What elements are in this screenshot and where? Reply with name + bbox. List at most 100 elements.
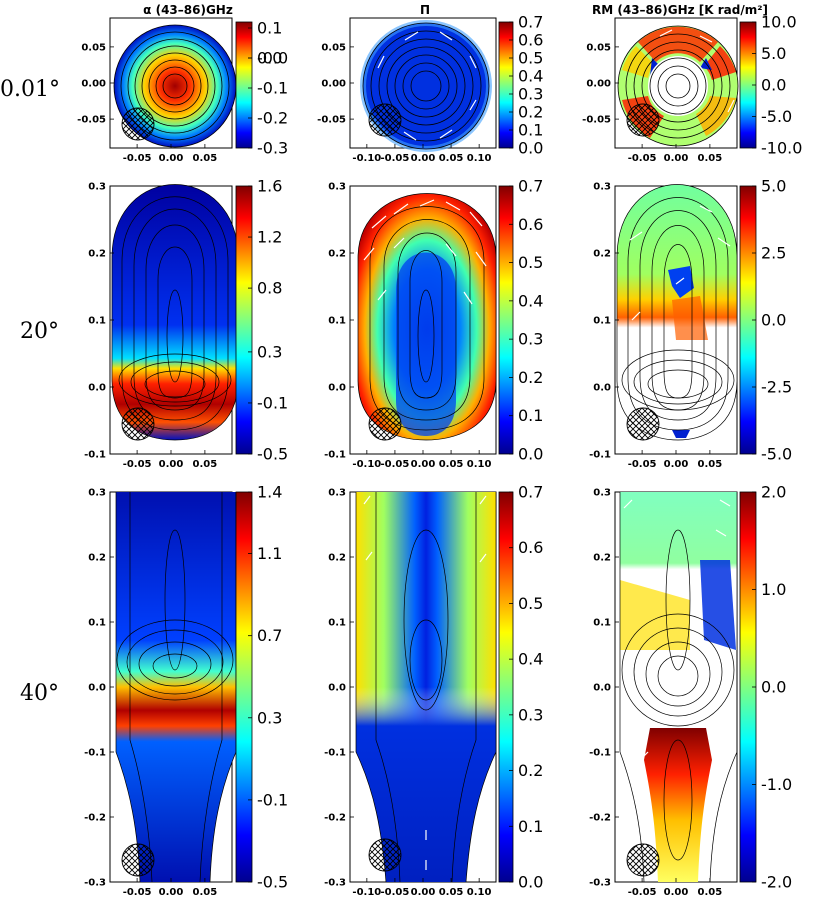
colorbar-tick-label: -0.5 [257,873,288,892]
y-tick-label: 0.00 [81,79,106,90]
y-tick-label: 0.1 [88,316,106,327]
y-tick-label: -0.1 [84,450,106,461]
x-tick-label: 0.00 [664,153,689,164]
y-tick-label: 0.1 [593,618,611,629]
colorbar-tick-label: 0.5 [518,594,543,613]
x-tick-label: -0.10 [352,459,381,470]
x-tick-label: -0.05 [628,887,657,898]
y-tick-label: 0.00 [586,79,611,90]
y-tick-label: 0.2 [593,249,611,260]
x-tick-label: 0.00 [664,887,689,898]
y-tick-label: 0.0 [328,383,346,394]
y-tick-label: 0.0 [88,383,106,394]
x-tick-label: 0.05 [439,459,464,470]
y-tick-label: 0.3 [593,182,611,193]
y-tick-label: 0.3 [88,182,106,193]
x-tick-label: 0.00 [159,887,184,898]
row-labels: 0.01° 20° 40° [0,77,60,706]
colorbar-tick-label: 0.3 [518,85,543,104]
colorbar-tick-label: 0.0 [518,139,543,158]
colorbar-tick-label: 0.5 [518,49,543,68]
colorbar-tick-label: -0.1 [257,393,288,412]
colorbar-tick-label: 0.2 [518,368,543,387]
colorbar-2-1 [498,491,514,883]
contours [362,22,490,150]
y-tick-label: -0.2 [84,813,106,824]
colorbar-tick-label: 0.7 [518,13,543,32]
x-tick-label: 0.00 [411,153,436,164]
y-tick-label: -0.3 [324,878,346,889]
x-tick-label: 0.05 [439,887,464,898]
row-label-0: 0.01° [0,77,60,102]
y-tick-label: 0.05 [81,42,106,53]
y-tick-label: 0.3 [328,182,346,193]
colorbar-tick-label: 0.7 [257,626,282,645]
panel-2-0 [109,491,237,883]
y-tick-label: -0.05 [77,115,106,126]
x-tick-label: 0.05 [193,459,218,470]
colorbar-tick-label: 0.6 [518,538,543,557]
colorbar-tick-label: 1.1 [257,544,282,563]
rm-vectors [659,29,735,113]
colorbar-tick-label: 0.0 [761,76,786,95]
colorbar-tick-label: 0.6 [518,215,543,234]
colorbar-tick-label: 2.5 [761,244,786,263]
y-tick-label: 0.3 [328,488,346,499]
x-tick-label: -0.05 [123,459,152,470]
colorbar-tick-label: 5.0 [761,177,786,196]
panel-0-2 [614,17,739,149]
y-tick-label: -0.1 [589,450,611,461]
x-tick-label: 0.05 [698,887,723,898]
colorbar-tick-label: -2.5 [761,378,792,397]
x-tick-label: -0.10 [352,153,381,164]
y-tick-label: -0.2 [324,813,346,824]
x-tick-label: 0.05 [698,459,723,470]
colorbar-tick-label: -0.2 [257,109,288,128]
x-tick-label: 0.05 [439,153,464,164]
y-tick-label: -0.1 [324,748,346,759]
x-tick-label: -0.05 [628,153,657,164]
row-label-2: 40° [20,681,59,706]
y-tick-label: -0.2 [589,813,611,824]
contours [115,492,237,883]
colorbar-tick-label: 0.1 [518,121,543,140]
beam-icon [626,407,660,441]
y-tick-label: 0.1 [593,316,611,327]
x-tick-label: 0.00 [159,153,184,164]
colorbar-tick-label: 5.0 [761,44,786,63]
colorbar-2-0 [235,491,253,883]
y-tick-label: 0.0 [593,683,611,694]
x-tick-label: 0.00 [664,459,689,470]
x-tick-label: -0.05 [123,887,152,898]
column-titles: α (43–86)GHz Π RM (43–86)GHz [K rad/m²] [143,3,768,17]
rm-vectors [623,499,731,761]
x-tick-label: 0.00 [411,887,436,898]
colorbar-1-0 [235,185,253,455]
colorbar-tick-label: -5.0 [761,107,792,126]
contours [113,24,237,148]
y-tick-label: 0.05 [586,42,611,53]
column-title-alpha: α (43–86)GHz [143,3,233,17]
y-tick-label: -0.1 [589,748,611,759]
colorbar-tick-label: 0.3 [518,705,543,724]
y-tick-label: 0.0 [593,383,611,394]
y-tick-label: 0.0 [88,683,106,694]
colorbar-tick-label: 0.3 [518,330,543,349]
colorbar-0-1 [498,21,514,149]
panel-1-2 [614,184,738,455]
y-tick-label: 0.3 [88,488,106,499]
panel-0-0 [109,17,237,149]
column-title-pi: Π [420,3,430,17]
beam-icon [626,103,660,137]
x-tick-label: 0.10 [467,153,492,164]
map-image [112,184,238,440]
panel-2-1 [349,491,497,883]
x-tick-label: -0.05 [381,887,410,898]
contours [619,492,738,883]
y-tick-label: 0.2 [88,553,106,564]
y-tick-label: 0.2 [88,249,106,260]
colorbar-tick-label: -0.5 [257,445,288,464]
axis-ticks: -0.05 0.00 0.050.050.00-0.050.10.0-0.0-0.1… [77,13,802,899]
x-tick-label: 0.00 [411,459,436,470]
